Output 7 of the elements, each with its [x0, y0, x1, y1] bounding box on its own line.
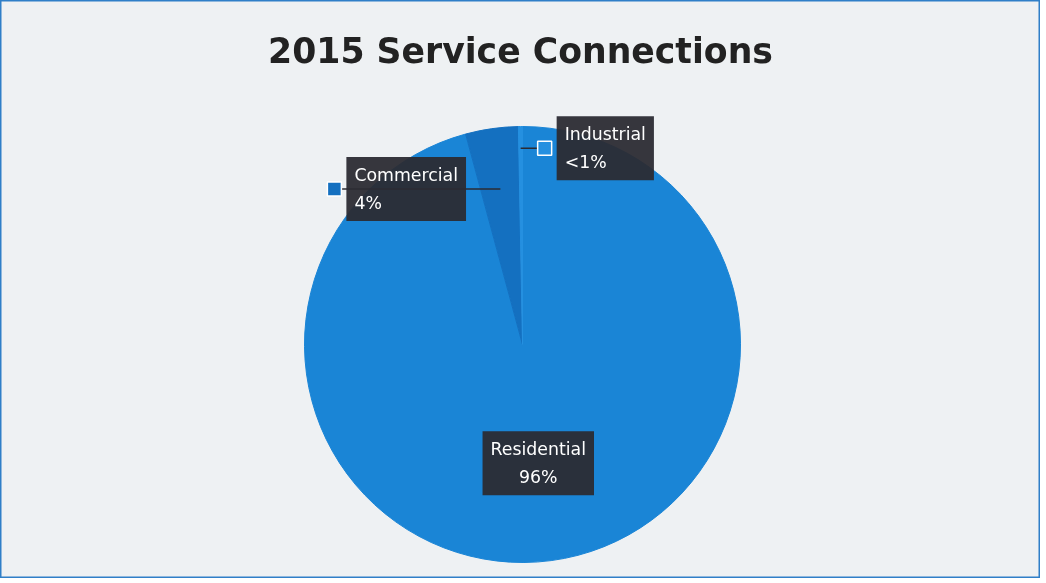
data-label: 4% — [354, 193, 382, 214]
slice-label: Industrial — [564, 124, 646, 145]
slice-label: Commercial — [354, 165, 459, 186]
data-label: <1% — [564, 152, 607, 173]
chart-title: 2015 Service Connections — [268, 30, 773, 71]
data-label: 96% — [519, 467, 558, 488]
slice-label: Residential — [490, 439, 586, 460]
